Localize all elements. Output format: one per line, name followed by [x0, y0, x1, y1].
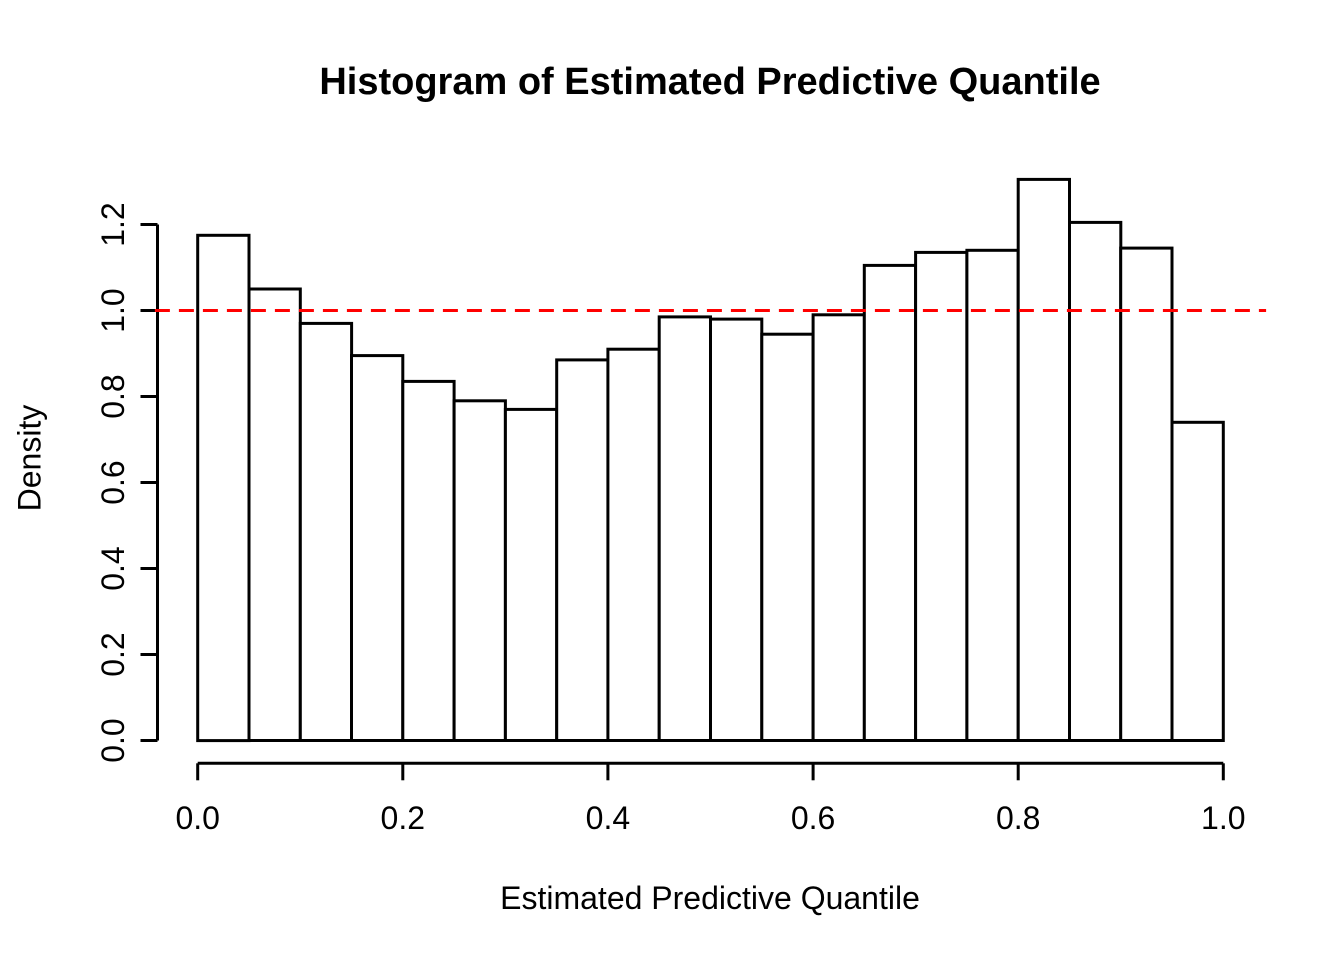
y-tick-label: 0.4 [95, 546, 131, 590]
histogram-bar [709, 317, 764, 742]
histogram-bar [606, 347, 661, 742]
histogram-bar [503, 407, 559, 742]
x-tick-label: 0.2 [381, 800, 425, 836]
histogram-bar [1119, 246, 1174, 742]
histogram-bar [1170, 420, 1225, 742]
histogram-bar [1068, 220, 1123, 742]
x-tick-label: 0.0 [175, 800, 219, 836]
histogram-bar [298, 321, 354, 742]
x-tick-label: 0.4 [586, 800, 630, 836]
histogram-bar [196, 233, 251, 743]
x-tick-label: 0.8 [996, 800, 1040, 836]
y-axis-label: Density [11, 404, 48, 512]
histogram-bar [1016, 177, 1072, 742]
x-axis-label: Estimated Predictive Quantile [500, 880, 920, 916]
histogram-bar [811, 313, 866, 742]
y-tick-label: 0.8 [95, 374, 131, 418]
x-tick-label: 0.6 [791, 800, 835, 836]
histogram-bar [247, 287, 302, 742]
histogram-bar [401, 379, 456, 742]
histogram-bar [914, 250, 969, 742]
histogram-bar [350, 354, 405, 742]
y-tick-label: 1.0 [95, 288, 131, 332]
chart-title: Histogram of Estimated Predictive Quanti… [319, 61, 1101, 103]
histogram-bar [657, 315, 713, 742]
histogram-bar [555, 358, 610, 742]
y-tick-label: 0.6 [95, 460, 131, 504]
x-tick-label: 1.0 [1201, 800, 1245, 836]
y-tick-label: 1.2 [95, 202, 131, 246]
y-tick-label: 0.0 [95, 718, 131, 762]
histogram-bar [760, 332, 815, 742]
histogram-bar [452, 399, 507, 742]
y-tick-label: 0.2 [95, 632, 131, 676]
histogram-bar [965, 248, 1020, 743]
histogram-bar [862, 263, 918, 742]
